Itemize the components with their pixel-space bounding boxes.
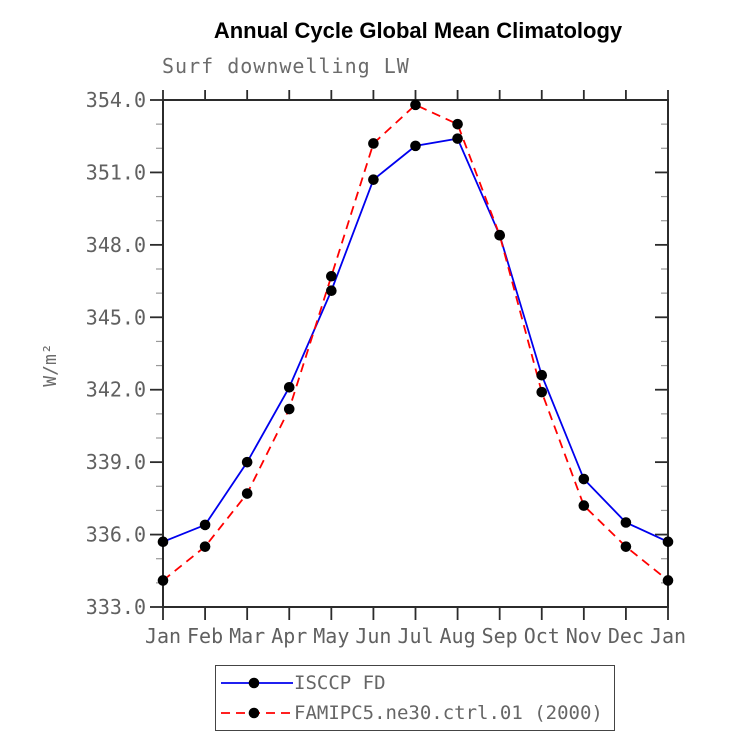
data-point-marker-1	[452, 118, 463, 130]
data-point-marker-1	[199, 541, 211, 552]
data-point-marker-0	[199, 519, 211, 531]
legend-box: ISCCP FD FAMIPC5.ne30.ctrl.01 (2000)	[215, 665, 615, 731]
x-axis-tick-label: Mar	[229, 624, 265, 648]
legend-entry-isccp: ISCCP FD	[216, 669, 614, 697]
x-axis-tick-label: Oct	[524, 624, 560, 648]
x-axis-tick-label: Apr	[271, 624, 307, 648]
x-axis-tick-label: Jul	[397, 624, 433, 648]
data-point-marker-1	[536, 386, 548, 398]
x-axis-tick-label: Jan	[650, 624, 686, 648]
data-point-marker-1	[662, 575, 674, 586]
x-axis-tick-label: Feb	[187, 624, 223, 648]
data-point-marker-0	[283, 382, 295, 393]
data-point-marker-0	[452, 133, 463, 144]
legend-label-isccp: ISCCP FD	[294, 671, 386, 694]
data-point-marker-1	[410, 99, 421, 111]
data-point-marker-1	[326, 270, 337, 282]
x-axis-tick-label: Jun	[355, 624, 391, 648]
legend-line-sample-solid	[221, 677, 293, 688]
x-axis-tick-label: Dec	[608, 624, 644, 648]
x-axis-tick-label: Jan	[145, 624, 181, 648]
series-line-0	[162, 137, 669, 543]
data-point-marker-0	[620, 517, 632, 528]
data-point-marker-0	[662, 536, 674, 548]
data-point-marker-0	[326, 285, 337, 297]
x-axis-tick-label: Aug	[440, 624, 476, 648]
y-axis-tick-label: 339.0	[86, 450, 146, 474]
legend-entry-famipc5: FAMIPC5.ne30.ctrl.01 (2000)	[216, 699, 614, 727]
data-point-marker-1	[620, 541, 632, 552]
y-axis-tick-label: 351.0	[86, 160, 146, 184]
data-point-marker-1	[283, 403, 295, 415]
data-point-marker-1	[578, 500, 590, 511]
data-point-marker-1	[241, 488, 253, 499]
chart-title: Annual Cycle Global Mean Climatology	[213, 18, 623, 43]
series-line-1	[162, 103, 669, 582]
y-axis-tick-label: 333.0	[86, 595, 146, 619]
x-axis-tick-label: May	[313, 624, 349, 648]
legend-line-sample-dashed	[221, 708, 293, 719]
legend-marker-dot	[248, 708, 260, 719]
y-axis-tick-label: 345.0	[86, 305, 146, 329]
data-point-marker-0	[536, 369, 548, 381]
legend-marker-dot	[248, 677, 260, 688]
data-point-marker-0	[368, 174, 379, 185]
data-point-marker-0	[578, 473, 590, 485]
data-point-marker-1	[494, 229, 505, 241]
legend-label-famipc5: FAMIPC5.ne30.ctrl.01 (2000)	[294, 702, 603, 725]
data-point-marker-1	[157, 575, 169, 586]
chart-subtitle: Surf downwelling LW	[162, 54, 410, 78]
x-axis-tick-label: Sep	[482, 624, 518, 648]
data-point-marker-0	[241, 456, 253, 468]
y-axis-tick-label: 348.0	[86, 233, 146, 257]
y-axis-tick-label: 342.0	[86, 378, 146, 402]
y-axis-tick-label: 354.0	[86, 88, 146, 112]
data-point-marker-0	[157, 536, 169, 548]
y-axis-tick-label: 336.0	[86, 523, 146, 547]
x-axis-tick-label: Nov	[566, 624, 602, 648]
data-point-marker-0	[410, 140, 421, 152]
data-point-marker-1	[368, 138, 379, 149]
plot-frame	[162, 99, 669, 608]
